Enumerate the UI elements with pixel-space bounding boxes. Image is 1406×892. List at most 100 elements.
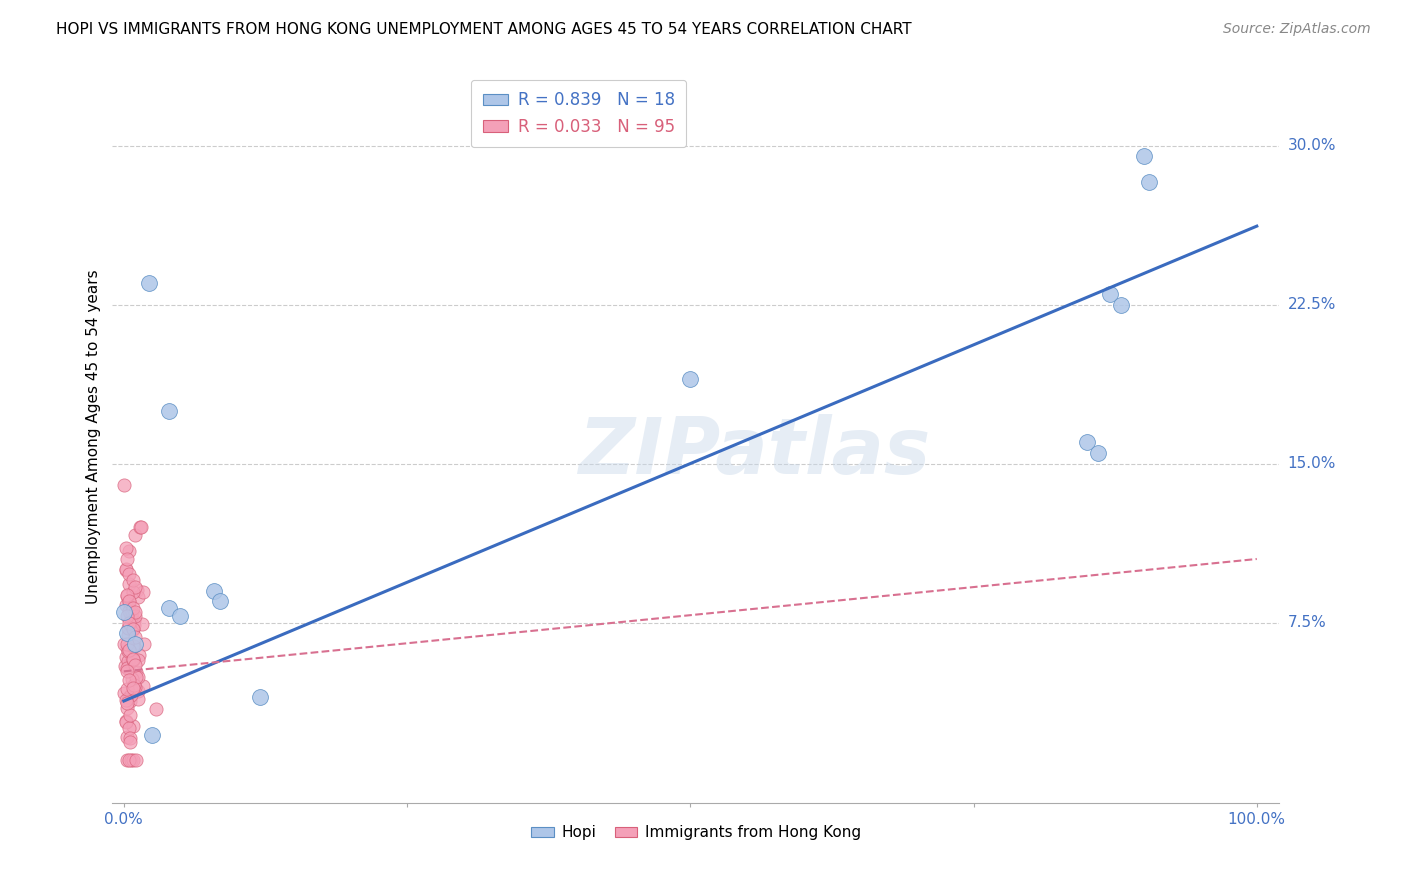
Point — [124, 580, 146, 594]
Point — [122, 753, 145, 767]
Point — [117, 644, 139, 658]
Point — [112, 605, 135, 619]
Point — [124, 637, 146, 651]
Point — [118, 690, 141, 704]
Point — [115, 665, 138, 679]
Point — [121, 672, 143, 686]
Point — [128, 648, 150, 662]
Point — [122, 639, 145, 653]
Point — [122, 651, 145, 665]
Point — [115, 552, 138, 566]
Point — [1098, 287, 1121, 301]
Point — [117, 660, 139, 674]
Point — [112, 637, 135, 651]
Point — [118, 544, 141, 558]
Point — [124, 605, 146, 619]
Point — [249, 690, 271, 704]
Point — [117, 696, 139, 710]
Point — [115, 588, 138, 602]
Point — [122, 681, 145, 696]
Point — [122, 622, 145, 636]
Point — [127, 691, 149, 706]
Point — [679, 372, 702, 386]
Point — [118, 734, 141, 748]
Text: Source: ZipAtlas.com: Source: ZipAtlas.com — [1223, 22, 1371, 37]
Point — [115, 562, 138, 576]
Point — [124, 680, 146, 694]
Point — [128, 520, 150, 534]
Point — [118, 594, 141, 608]
Point — [120, 612, 142, 626]
Point — [145, 702, 167, 716]
Point — [115, 730, 138, 744]
Point — [138, 277, 160, 291]
Point — [115, 714, 138, 729]
Point — [117, 596, 139, 610]
Point — [132, 679, 155, 693]
Point — [120, 654, 142, 668]
Point — [115, 541, 138, 555]
Point — [117, 654, 139, 668]
Point — [204, 583, 226, 598]
Point — [118, 566, 141, 581]
Point — [125, 670, 148, 684]
Point — [120, 707, 142, 722]
Point — [1109, 297, 1132, 311]
Point — [124, 753, 146, 767]
Point — [120, 753, 142, 767]
Text: 30.0%: 30.0% — [1288, 138, 1336, 153]
Point — [127, 684, 149, 698]
Point — [124, 665, 146, 679]
Point — [117, 621, 139, 635]
Point — [127, 583, 149, 598]
Point — [1076, 435, 1098, 450]
Point — [118, 753, 141, 767]
Point — [120, 606, 142, 620]
Point — [127, 590, 149, 604]
Point — [115, 693, 138, 707]
Point — [122, 614, 145, 628]
Point — [132, 636, 155, 650]
Point — [127, 670, 149, 684]
Point — [115, 701, 138, 715]
Point — [115, 661, 138, 675]
Point — [132, 585, 155, 599]
Point — [115, 589, 138, 603]
Point — [118, 673, 141, 687]
Point — [115, 598, 138, 612]
Point — [118, 731, 141, 745]
Point — [115, 714, 138, 728]
Point — [122, 600, 145, 615]
Point — [141, 728, 163, 742]
Point — [115, 637, 138, 651]
Point — [124, 658, 146, 673]
Point — [121, 653, 143, 667]
Point — [114, 659, 136, 673]
Legend: Hopi, Immigrants from Hong Kong: Hopi, Immigrants from Hong Kong — [524, 819, 868, 847]
Point — [112, 477, 135, 491]
Point — [122, 573, 145, 587]
Point — [131, 617, 153, 632]
Point — [122, 622, 145, 636]
Point — [122, 584, 145, 599]
Point — [157, 403, 180, 417]
Point — [127, 653, 149, 667]
Point — [209, 594, 232, 608]
Point — [117, 594, 139, 608]
Point — [169, 609, 191, 624]
Point — [118, 721, 141, 735]
Point — [117, 627, 139, 641]
Point — [122, 617, 145, 632]
Point — [1132, 149, 1154, 163]
Point — [118, 615, 141, 630]
Point — [121, 639, 143, 653]
Point — [118, 643, 141, 657]
Point — [115, 641, 138, 656]
Point — [118, 577, 141, 591]
Point — [120, 643, 142, 657]
Point — [121, 606, 143, 620]
Point — [115, 681, 138, 696]
Point — [118, 604, 141, 618]
Point — [1137, 175, 1160, 189]
Point — [129, 520, 152, 534]
